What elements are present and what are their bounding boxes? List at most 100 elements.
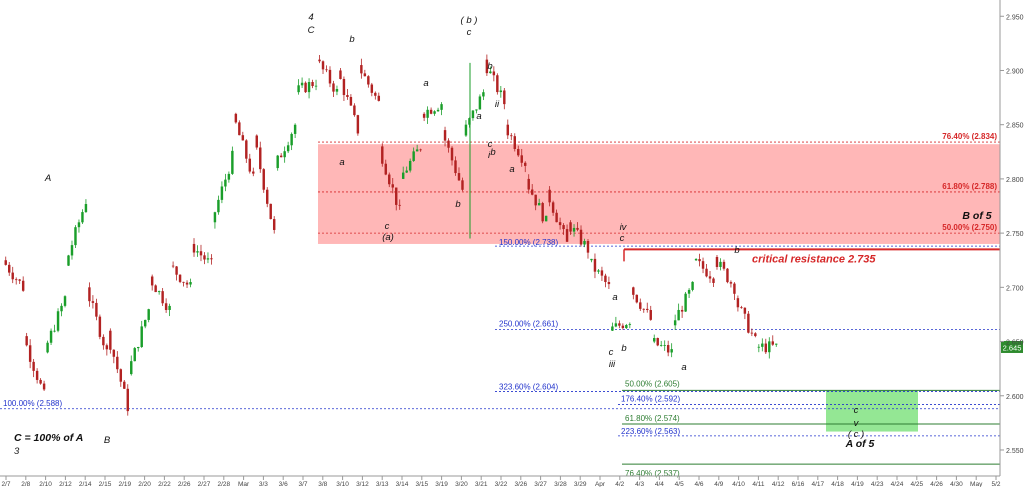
x-tick-label: 4/26 <box>930 481 943 487</box>
candle-body <box>363 73 367 77</box>
x-tick-label: 4/9 <box>714 481 723 487</box>
candle-body <box>4 260 7 265</box>
candle-body <box>157 291 161 293</box>
candle-body <box>388 174 391 185</box>
candle-body <box>182 281 185 283</box>
x-tick-label: Apr <box>595 481 606 487</box>
x-tick-label: 2/15 <box>99 481 112 487</box>
candle-body <box>590 258 593 261</box>
candle-body <box>112 349 116 357</box>
candle-body <box>77 222 81 228</box>
x-tick-label: 4/10 <box>732 481 745 487</box>
fib-level-label: 176.40% (2.592) <box>621 394 680 403</box>
wave-label: A of 5 <box>845 438 875 450</box>
wave-label: ( c ) <box>848 429 864 440</box>
x-tick-label: 2/12 <box>59 481 72 487</box>
candle-body <box>673 320 677 326</box>
candle-body <box>548 189 551 203</box>
x-tick-label: 3/6 <box>279 481 288 487</box>
candle-body <box>450 147 454 161</box>
x-tick-label: 4/17 <box>811 481 824 487</box>
candle-body <box>551 202 555 213</box>
candle-body <box>262 169 265 190</box>
candle-body <box>510 135 513 137</box>
candle-body <box>164 303 168 310</box>
candle-body <box>353 105 356 116</box>
candle-body <box>635 294 639 303</box>
candle-body <box>527 178 530 190</box>
candle-body <box>335 88 339 92</box>
candle-body <box>293 124 297 134</box>
x-tick-label: 4/3 <box>635 481 644 487</box>
candle-body <box>593 258 597 272</box>
candle-body <box>28 345 32 362</box>
candle-body <box>307 82 311 93</box>
x-tick-label: 2/10 <box>39 481 52 487</box>
candle-body <box>614 323 618 327</box>
candle-body <box>185 282 189 285</box>
candle-body <box>715 256 719 267</box>
candle-body <box>227 173 231 180</box>
wave-label: c <box>385 221 390 232</box>
candle-body <box>694 259 698 261</box>
candle-body <box>583 241 586 245</box>
candle-body <box>217 199 220 213</box>
candle-body <box>84 204 88 213</box>
candle-body <box>35 370 39 380</box>
wave-label: B <box>104 435 111 446</box>
candle-body <box>342 78 346 96</box>
wave-label: c <box>620 233 625 244</box>
x-tick-label: 4/25 <box>910 481 923 487</box>
candle-body <box>443 130 447 141</box>
x-tick-label: 4/18 <box>831 481 844 487</box>
x-tick-label: 3/8 <box>318 481 327 487</box>
candle-body <box>541 203 544 222</box>
candle-body <box>534 194 537 206</box>
fib-level-label: 61.80% (2.574) <box>625 414 680 423</box>
candle-body <box>576 227 579 230</box>
candle-body <box>475 109 478 111</box>
wave-label: c <box>609 347 614 358</box>
candle-body <box>621 325 625 329</box>
x-tick-label: 4/19 <box>851 481 864 487</box>
candle-body <box>150 276 154 286</box>
candle-body <box>8 264 11 273</box>
candle-body <box>530 189 534 195</box>
candle-body <box>775 343 778 345</box>
wave-label: 4 <box>308 12 313 23</box>
candle-body <box>374 92 377 96</box>
x-tick-label: 3/14 <box>396 481 409 487</box>
candle-body <box>757 346 761 348</box>
candle-body <box>468 118 471 125</box>
wave-label: c <box>854 405 859 416</box>
candle-body <box>21 280 25 291</box>
wave-label: ii <box>495 99 500 110</box>
candle-body <box>203 255 206 260</box>
candle-body <box>454 160 457 174</box>
x-tick-label: 2/27 <box>198 481 211 487</box>
candle-body <box>492 71 496 76</box>
candle-body <box>625 325 628 329</box>
wave-label: c <box>467 27 472 38</box>
candle-body <box>224 179 227 187</box>
candle-body <box>698 259 701 262</box>
wave-label: b <box>734 245 739 256</box>
candle-body <box>178 274 182 282</box>
candle-body <box>555 212 558 223</box>
y-tick-label: 2.900 <box>1006 68 1024 75</box>
x-tick-label: 2/7 <box>1 481 10 487</box>
candle-body <box>286 145 290 152</box>
candle-body <box>189 282 192 285</box>
candle-body <box>56 311 60 331</box>
wave-label: b <box>487 61 492 72</box>
candle-body <box>356 115 360 134</box>
candle-body <box>116 356 119 370</box>
x-tick-label: 3/28 <box>554 481 567 487</box>
wave-label: b <box>490 147 495 158</box>
x-tick-label: 4/4 <box>655 481 664 487</box>
candle-body <box>102 336 105 346</box>
candle-body <box>422 113 426 118</box>
candle-body <box>740 307 743 309</box>
candle-body <box>426 109 429 118</box>
candle-body <box>572 227 576 232</box>
